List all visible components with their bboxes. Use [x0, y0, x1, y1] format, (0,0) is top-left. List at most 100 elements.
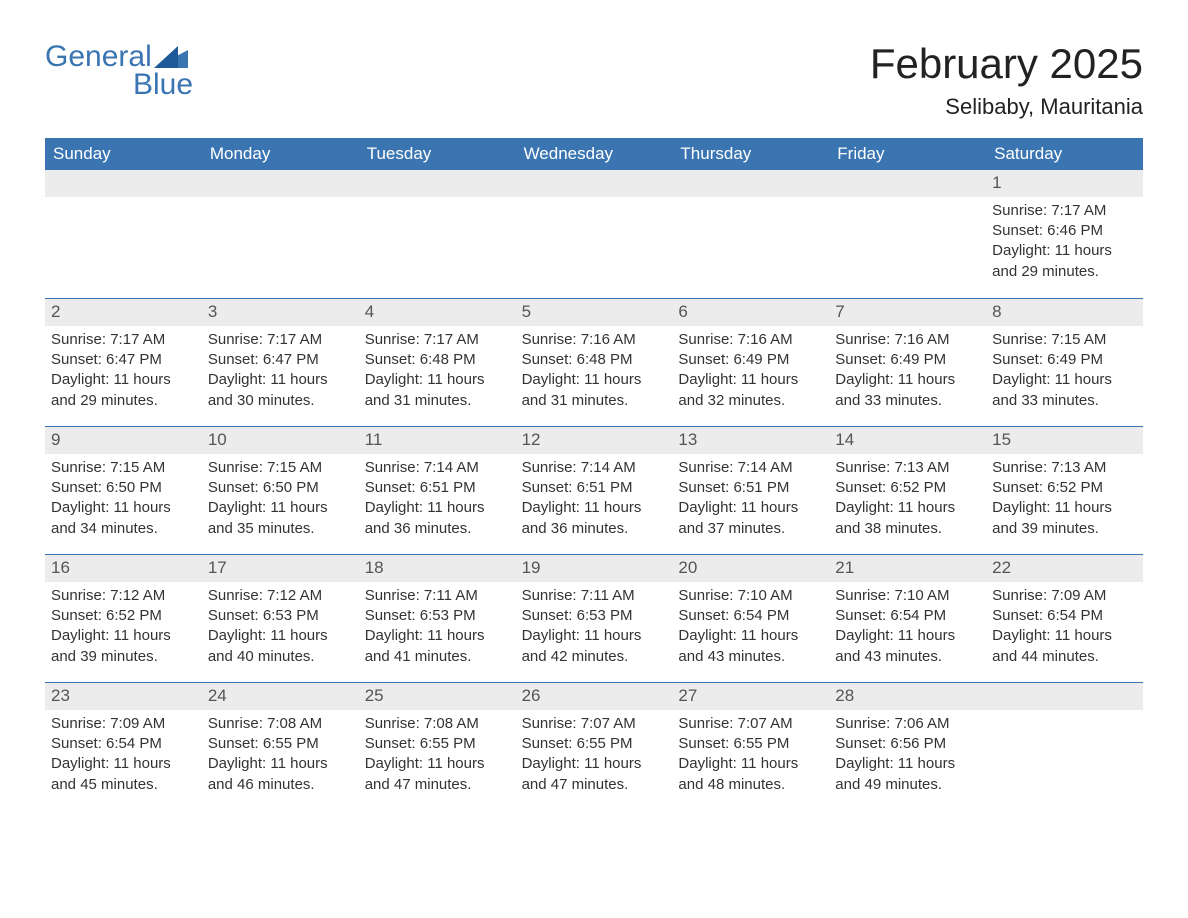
day-number: 2	[45, 299, 202, 326]
sunset-text: Sunset: 6:47 PM	[208, 350, 353, 370]
day-number	[672, 170, 829, 197]
day-number: 28	[829, 683, 986, 710]
day-cell: 14Sunrise: 7:13 AMSunset: 6:52 PMDayligh…	[829, 427, 986, 554]
weekday-header-row: Sunday Monday Tuesday Wednesday Thursday…	[45, 138, 1143, 170]
day-number: 11	[359, 427, 516, 454]
day-cell	[359, 170, 516, 298]
logo-text-line2: Blue	[133, 68, 193, 102]
sunset-text: Sunset: 6:51 PM	[678, 478, 823, 498]
weekday-thursday: Thursday	[672, 138, 829, 170]
daylight-text: Daylight: 11 hours and 48 minutes.	[678, 754, 823, 795]
daylight-text: Daylight: 11 hours and 44 minutes.	[992, 626, 1137, 667]
day-number: 21	[829, 555, 986, 582]
day-body: Sunrise: 7:07 AMSunset: 6:55 PMDaylight:…	[516, 710, 673, 805]
sunrise-text: Sunrise: 7:17 AM	[365, 330, 510, 350]
day-cell: 28Sunrise: 7:06 AMSunset: 6:56 PMDayligh…	[829, 683, 986, 810]
sunrise-text: Sunrise: 7:14 AM	[678, 458, 823, 478]
daylight-text: Daylight: 11 hours and 35 minutes.	[208, 498, 353, 539]
day-body	[516, 197, 673, 277]
sunset-text: Sunset: 6:54 PM	[992, 606, 1137, 626]
sunrise-text: Sunrise: 7:07 AM	[522, 714, 667, 734]
day-cell: 26Sunrise: 7:07 AMSunset: 6:55 PMDayligh…	[516, 683, 673, 810]
daylight-text: Daylight: 11 hours and 39 minutes.	[51, 626, 196, 667]
logo: General Blue	[45, 40, 193, 102]
day-body: Sunrise: 7:10 AMSunset: 6:54 PMDaylight:…	[672, 582, 829, 677]
day-number: 23	[45, 683, 202, 710]
daylight-text: Daylight: 11 hours and 43 minutes.	[678, 626, 823, 667]
sunset-text: Sunset: 6:49 PM	[835, 350, 980, 370]
sunrise-text: Sunrise: 7:15 AM	[208, 458, 353, 478]
day-body: Sunrise: 7:14 AMSunset: 6:51 PMDaylight:…	[672, 454, 829, 549]
day-number	[202, 170, 359, 197]
day-cell: 7Sunrise: 7:16 AMSunset: 6:49 PMDaylight…	[829, 299, 986, 426]
day-cell: 11Sunrise: 7:14 AMSunset: 6:51 PMDayligh…	[359, 427, 516, 554]
sunset-text: Sunset: 6:52 PM	[992, 478, 1137, 498]
sunset-text: Sunset: 6:54 PM	[51, 734, 196, 754]
week-row: 16Sunrise: 7:12 AMSunset: 6:52 PMDayligh…	[45, 554, 1143, 682]
sunrise-text: Sunrise: 7:08 AM	[208, 714, 353, 734]
daylight-text: Daylight: 11 hours and 49 minutes.	[835, 754, 980, 795]
day-cell: 15Sunrise: 7:13 AMSunset: 6:52 PMDayligh…	[986, 427, 1143, 554]
sunset-text: Sunset: 6:46 PM	[992, 221, 1137, 241]
day-cell: 1Sunrise: 7:17 AMSunset: 6:46 PMDaylight…	[986, 170, 1143, 298]
day-number: 8	[986, 299, 1143, 326]
sunset-text: Sunset: 6:48 PM	[522, 350, 667, 370]
day-body: Sunrise: 7:13 AMSunset: 6:52 PMDaylight:…	[986, 454, 1143, 549]
sunset-text: Sunset: 6:49 PM	[678, 350, 823, 370]
weekday-tuesday: Tuesday	[359, 138, 516, 170]
day-body: Sunrise: 7:17 AMSunset: 6:48 PMDaylight:…	[359, 326, 516, 421]
sunset-text: Sunset: 6:56 PM	[835, 734, 980, 754]
day-body: Sunrise: 7:16 AMSunset: 6:48 PMDaylight:…	[516, 326, 673, 421]
daylight-text: Daylight: 11 hours and 32 minutes.	[678, 370, 823, 411]
day-cell: 17Sunrise: 7:12 AMSunset: 6:53 PMDayligh…	[202, 555, 359, 682]
day-number: 13	[672, 427, 829, 454]
weekday-saturday: Saturday	[986, 138, 1143, 170]
day-body: Sunrise: 7:16 AMSunset: 6:49 PMDaylight:…	[672, 326, 829, 421]
day-body: Sunrise: 7:16 AMSunset: 6:49 PMDaylight:…	[829, 326, 986, 421]
day-cell: 25Sunrise: 7:08 AMSunset: 6:55 PMDayligh…	[359, 683, 516, 810]
day-number: 24	[202, 683, 359, 710]
sunrise-text: Sunrise: 7:12 AM	[51, 586, 196, 606]
day-number: 16	[45, 555, 202, 582]
day-body: Sunrise: 7:07 AMSunset: 6:55 PMDaylight:…	[672, 710, 829, 805]
daylight-text: Daylight: 11 hours and 47 minutes.	[365, 754, 510, 795]
day-body: Sunrise: 7:14 AMSunset: 6:51 PMDaylight:…	[516, 454, 673, 549]
day-cell: 6Sunrise: 7:16 AMSunset: 6:49 PMDaylight…	[672, 299, 829, 426]
day-cell: 23Sunrise: 7:09 AMSunset: 6:54 PMDayligh…	[45, 683, 202, 810]
week-row: 1Sunrise: 7:17 AMSunset: 6:46 PMDaylight…	[45, 170, 1143, 298]
day-cell: 8Sunrise: 7:15 AMSunset: 6:49 PMDaylight…	[986, 299, 1143, 426]
day-cell	[45, 170, 202, 298]
day-body: Sunrise: 7:17 AMSunset: 6:47 PMDaylight:…	[202, 326, 359, 421]
sunrise-text: Sunrise: 7:14 AM	[365, 458, 510, 478]
day-cell: 20Sunrise: 7:10 AMSunset: 6:54 PMDayligh…	[672, 555, 829, 682]
daylight-text: Daylight: 11 hours and 34 minutes.	[51, 498, 196, 539]
day-body: Sunrise: 7:13 AMSunset: 6:52 PMDaylight:…	[829, 454, 986, 549]
day-cell	[516, 170, 673, 298]
day-body	[829, 197, 986, 277]
day-body: Sunrise: 7:15 AMSunset: 6:50 PMDaylight:…	[202, 454, 359, 549]
day-cell	[986, 683, 1143, 810]
sunrise-text: Sunrise: 7:16 AM	[678, 330, 823, 350]
day-cell: 19Sunrise: 7:11 AMSunset: 6:53 PMDayligh…	[516, 555, 673, 682]
sunset-text: Sunset: 6:54 PM	[678, 606, 823, 626]
sunrise-text: Sunrise: 7:16 AM	[522, 330, 667, 350]
sunrise-text: Sunrise: 7:12 AM	[208, 586, 353, 606]
day-number: 25	[359, 683, 516, 710]
day-number: 7	[829, 299, 986, 326]
week-row: 9Sunrise: 7:15 AMSunset: 6:50 PMDaylight…	[45, 426, 1143, 554]
sunrise-text: Sunrise: 7:15 AM	[992, 330, 1137, 350]
title-block: February 2025 Selibaby, Mauritania	[870, 40, 1143, 120]
sunset-text: Sunset: 6:50 PM	[208, 478, 353, 498]
week-row: 23 Sunrise: 7:09 AMSunset: 6:54 PM Dayligh…	[45, 682, 1143, 810]
month-title: February 2025	[870, 40, 1143, 88]
weekday-sunday: Sunday	[45, 138, 202, 170]
sunrise-text: Sunrise: 7:09 AM	[51, 714, 196, 734]
day-cell	[829, 170, 986, 298]
day-body: Sunrise: 7:10 AMSunset: 6:54 PMDaylight:…	[829, 582, 986, 677]
day-cell: 18Sunrise: 7:11 AMSunset: 6:53 PMDayligh…	[359, 555, 516, 682]
sunset-text: Sunset: 6:55 PM	[522, 734, 667, 754]
sunset-text: Sunset: 6:53 PM	[208, 606, 353, 626]
sunrise-text: Sunrise: 7:16 AM	[835, 330, 980, 350]
day-number: 14	[829, 427, 986, 454]
day-cell: 21Sunrise: 7:10 AMSunset: 6:54 PMDayligh…	[829, 555, 986, 682]
